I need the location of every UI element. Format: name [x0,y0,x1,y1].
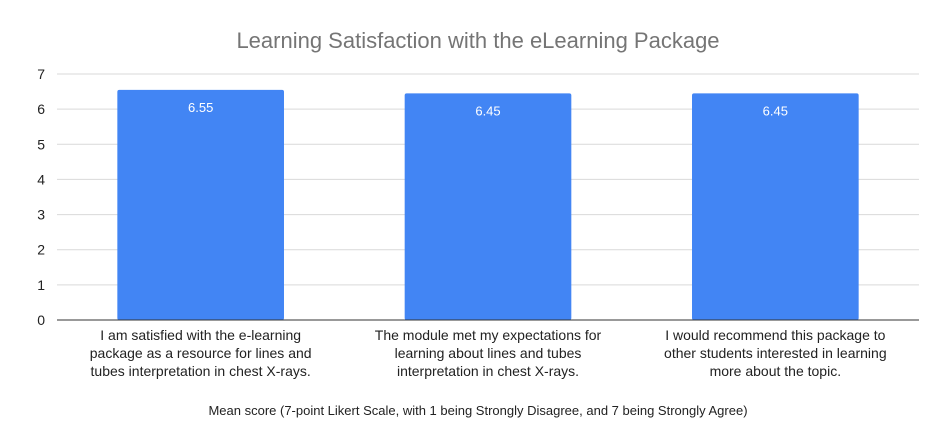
x-category-label: learning about lines and tubes [395,345,582,361]
x-category-label: tubes interpretation in chest X-rays. [91,363,311,379]
chart-title: Learning Satisfaction with the eLearning… [236,28,719,53]
x-category-label: The module met my expectations for [375,327,602,343]
bar-value-label: 6.55 [188,100,213,115]
x-category-label: I am satisfied with the e-learning [100,327,301,343]
y-tick-label: 6 [37,101,45,117]
y-tick-label: 1 [37,277,45,293]
y-tick-label: 5 [37,136,45,152]
y-tick-label: 7 [37,66,45,82]
x-category-label: package as a resource for lines and [90,345,312,361]
y-tick-label: 4 [37,171,45,187]
y-tick-label: 0 [37,312,45,328]
x-category-label: interpretation in chest X-rays. [397,363,579,379]
bar [692,93,859,320]
y-tick-label: 3 [37,207,45,223]
bar-value-label: 6.45 [475,103,500,118]
y-axis-ticks: 0 1 2 3 4 5 6 7 [37,66,45,328]
bar [404,93,572,320]
x-axis-title: Mean score (7-point Likert Scale, with 1… [208,403,747,418]
bar-value-label: 6.45 [763,103,788,118]
bar [117,89,284,320]
x-category-label: I would recommend this package to [665,327,885,343]
data-labels: 6.55 6.45 6.45 [188,100,788,119]
y-tick-label: 2 [37,242,45,258]
x-category-label: other students interested in learning [664,345,887,361]
bars [117,89,859,320]
x-axis-categories: I am satisfied with the e-learning packag… [90,327,887,379]
x-category-label: more about the topic. [710,363,842,379]
